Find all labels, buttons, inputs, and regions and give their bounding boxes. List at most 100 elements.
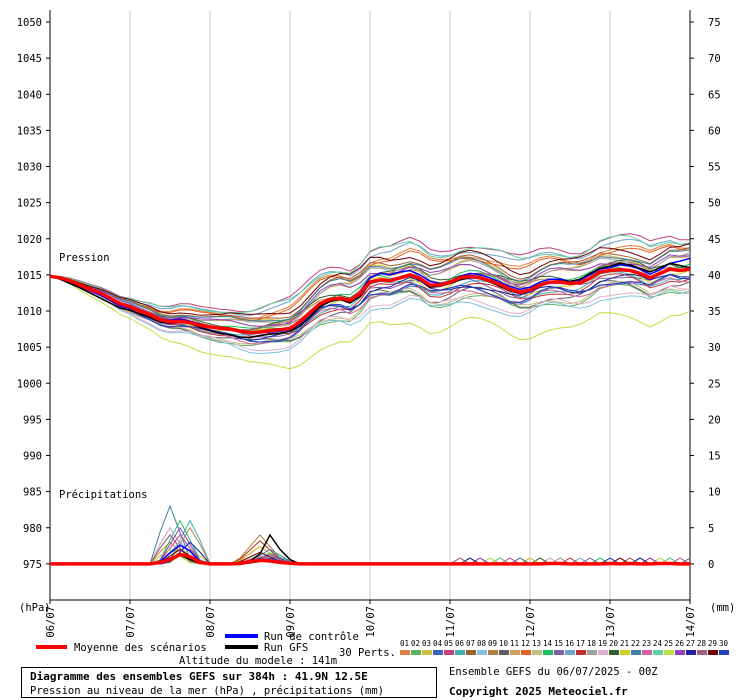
right-tick-label: 25 xyxy=(708,378,721,390)
right-tick-label: 65 xyxy=(708,89,721,101)
legend-gfs-label: Run GFS xyxy=(264,642,308,654)
chart-grid xyxy=(129,10,611,600)
axis-labels: 9759809859909951000100510101015102010251… xyxy=(17,17,736,638)
x-tick-label: 11/07 xyxy=(445,606,457,638)
left-tick-label: 980 xyxy=(23,523,42,535)
left-tick-label: 1020 xyxy=(17,234,42,246)
altitude-label: Altitude du modele : 141m xyxy=(179,655,337,667)
pert-legend-label: 24 xyxy=(653,639,663,648)
pert-legend-label: 03 xyxy=(422,639,431,648)
pert-legend-label: 15 xyxy=(554,639,563,648)
pert-legend-swatch xyxy=(554,650,564,655)
pert-legend-swatch xyxy=(686,650,696,655)
left-tick-label: 995 xyxy=(23,414,42,426)
left-tick-label: 1030 xyxy=(17,162,42,174)
pert-legend-swatch xyxy=(510,650,520,655)
right-tick-label: 55 xyxy=(708,162,721,174)
pert-legend-swatch xyxy=(598,650,608,655)
perturbation-pressure-line xyxy=(49,234,691,314)
run-info: Ensemble GEFS du 06/07/2025 - 00Z xyxy=(449,666,658,678)
pert-legend-swatch xyxy=(631,650,641,655)
pert-legend-label: 02 xyxy=(411,639,420,648)
right-tick-label: 5 xyxy=(708,523,714,535)
pert-legend-swatch xyxy=(609,650,619,655)
pert-legend-label: 16 xyxy=(565,639,575,648)
chart-info-box: Diagramme des ensembles GEFS sur 384h : … xyxy=(21,667,437,698)
perturbation-pressure-line xyxy=(49,252,691,324)
pert-legend-swatch xyxy=(565,650,575,655)
pert-legend-label: 01 xyxy=(400,639,409,648)
right-axis-unit: (mm) xyxy=(710,602,735,614)
left-tick-label: 1000 xyxy=(17,378,42,390)
pert-legend-swatch xyxy=(642,650,652,655)
pert-legend-swatch xyxy=(499,650,509,655)
precip-annotation: Précipitations xyxy=(59,489,148,501)
pert-legend-label: 19 xyxy=(598,639,607,648)
pert-legend-swatch xyxy=(708,650,718,655)
pert-legend-label: 25 xyxy=(664,639,673,648)
x-tick-label: 07/07 xyxy=(125,606,137,638)
legend-control-label: Run de contrôle xyxy=(264,631,359,643)
pert-legend-label: 27 xyxy=(686,639,695,648)
right-tick-label: 15 xyxy=(708,451,721,463)
left-tick-label: 975 xyxy=(23,559,42,571)
right-tick-label: 60 xyxy=(708,125,721,137)
left-tick-label: 985 xyxy=(23,487,42,499)
pert-legend-swatch xyxy=(664,650,674,655)
pert-legend-label: 13 xyxy=(532,639,541,648)
pert-legend-swatch xyxy=(466,650,476,655)
left-tick-label: 1045 xyxy=(17,53,42,65)
left-tick-label: 1025 xyxy=(17,198,42,210)
perturbation-pressure-line xyxy=(49,243,691,316)
left-tick-label: 990 xyxy=(23,451,42,463)
pert-legend-label: 14 xyxy=(543,639,553,648)
pert-legend-label: 07 xyxy=(466,639,475,648)
mean-precip-line xyxy=(50,552,690,566)
right-tick-label: 70 xyxy=(708,53,721,65)
perturbation-pressure-line xyxy=(49,245,691,322)
left-tick-label: 1040 xyxy=(17,89,42,101)
pert-legend-label: 05 xyxy=(444,639,453,648)
pert-legend-swatch xyxy=(675,650,685,655)
perturbation-pressure-line xyxy=(49,247,691,319)
right-tick-label: 50 xyxy=(708,198,721,210)
pert-legend-swatch xyxy=(620,650,630,655)
right-tick-label: 10 xyxy=(708,487,721,499)
pert-legend-swatch xyxy=(488,650,498,655)
chart-title: Diagramme des ensembles GEFS sur 384h : … xyxy=(30,670,368,683)
legend-mean-label: Moyenne des scénarios xyxy=(74,642,207,654)
pert-legend-swatch xyxy=(411,650,421,655)
right-tick-label: 45 xyxy=(708,234,721,246)
left-tick-label: 1010 xyxy=(17,306,42,318)
pert-legend-swatch xyxy=(521,650,531,655)
pert-legend-label: 18 xyxy=(587,639,597,648)
x-tick-label: 08/07 xyxy=(205,606,217,638)
pert-legend-label: 11 xyxy=(510,639,519,648)
pert-legend-swatch xyxy=(422,650,432,655)
pert-legend-swatch xyxy=(444,650,454,655)
right-tick-label: 30 xyxy=(708,342,721,354)
x-tick-label: 10/07 xyxy=(365,606,377,638)
pert-legend-label: 30 xyxy=(719,639,729,648)
pert-legend-label: 21 xyxy=(620,639,629,648)
pert-legend-label: 23 xyxy=(642,639,651,648)
right-tick-label: 35 xyxy=(708,306,721,318)
x-tick-label: 13/07 xyxy=(605,606,617,638)
perturbation-pressure-line xyxy=(49,275,691,355)
chart-subtitle: Pression au niveau de la mer (hPa) , pré… xyxy=(30,685,385,697)
pert-legend-label: 12 xyxy=(521,639,530,648)
pert-legend-label: 22 xyxy=(631,639,640,648)
pert-legend-label: 29 xyxy=(708,639,717,648)
pert-legend-swatch xyxy=(697,650,707,655)
pert-legend-swatch xyxy=(719,650,729,655)
right-tick-label: 20 xyxy=(708,414,721,426)
chart-axes xyxy=(46,10,694,604)
pert-legend-swatch xyxy=(455,650,465,655)
right-tick-label: 75 xyxy=(708,17,721,29)
x-tick-label: 09/07 xyxy=(285,606,297,638)
pert-legend-label: 17 xyxy=(576,639,585,648)
pert-legend-swatch xyxy=(653,650,663,655)
perturbation-pressure-line xyxy=(49,262,691,331)
pert-legend-label: 10 xyxy=(499,639,509,648)
